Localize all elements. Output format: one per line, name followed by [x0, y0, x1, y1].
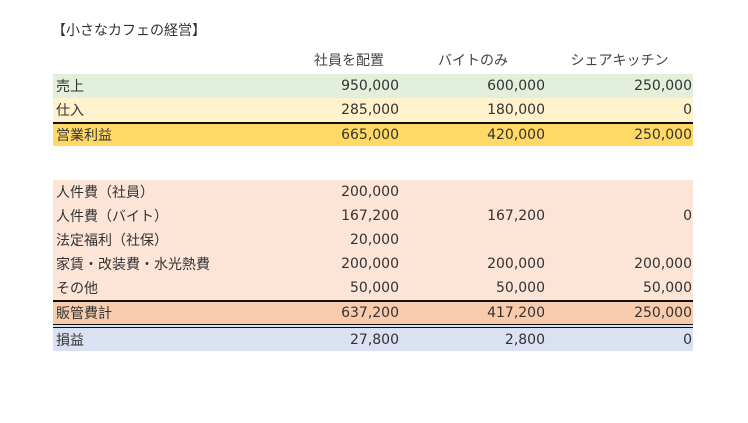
- row-label: 仕入: [56, 103, 84, 119]
- row-label: その他: [56, 281, 98, 297]
- row-label: 販管費計: [56, 306, 112, 322]
- row-sales: 売上 950,000 600,000 250,000: [53, 74, 693, 98]
- cell-value: 637,200: [341, 305, 399, 321]
- cell-value: 0: [683, 208, 692, 224]
- cell-value: 285,000: [341, 102, 399, 118]
- row-label: 人件費（バイト）: [56, 209, 168, 225]
- row-rent-utilities: 家賃・改装費・水光熱費 200,000 200,000 200,000: [53, 252, 693, 276]
- cell-value: 180,000: [487, 102, 545, 118]
- cell-value: 50,000: [496, 280, 545, 296]
- cell-value: 417,200: [487, 305, 545, 321]
- row-purchase: 仕入 285,000 180,000 0: [53, 98, 693, 122]
- row-label: 売上: [56, 79, 84, 95]
- cell-value: 250,000: [634, 305, 692, 321]
- cell-value: 167,200: [341, 208, 399, 224]
- cell-value: 200,000: [341, 256, 399, 272]
- cell-value: 200,000: [634, 256, 692, 272]
- row-profit-loss: 損益 27,800 2,800 0: [53, 324, 693, 351]
- row-labor-parttime: 人件費（バイト） 167,200 167,200 0: [53, 204, 693, 228]
- header-cell-sharekitchen: シェアキッチン: [570, 53, 669, 69]
- row-sga-total: 販管費計 637,200 417,200 250,000: [53, 300, 693, 324]
- row-label: 人件費（社員）: [56, 185, 154, 201]
- header-cell-parttime: バイトのみ: [438, 53, 508, 69]
- cell-value: 0: [683, 331, 692, 348]
- cell-value: 420,000: [487, 127, 545, 143]
- cell-value: 950,000: [341, 78, 399, 94]
- row-label: 損益: [56, 332, 84, 349]
- sheet-title: 【小さなカフェの経営】: [52, 23, 206, 39]
- cell-value: 167,200: [487, 208, 545, 224]
- cell-value: 50,000: [643, 280, 692, 296]
- pl-table: 社員を配置 バイトのみ シェアキッチン 売上 950,000 600,000 2…: [53, 46, 693, 351]
- cell-value: 200,000: [341, 184, 399, 200]
- row-operating-profit: 営業利益 665,000 420,000 250,000: [53, 122, 693, 146]
- cell-value: 2,800: [504, 331, 545, 348]
- header-row: 社員を配置 バイトのみ シェアキッチン: [53, 46, 693, 74]
- cell-value: 600,000: [487, 78, 545, 94]
- blank-row: [53, 146, 693, 180]
- row-label: 法定福利（社保）: [56, 233, 168, 249]
- row-label: 家賃・改装費・水光熱費: [56, 257, 210, 273]
- row-social-insurance: 法定福利（社保） 20,000: [53, 228, 693, 252]
- row-other: その他 50,000 50,000 50,000: [53, 276, 693, 300]
- cell-value: 250,000: [634, 78, 692, 94]
- row-label: 営業利益: [56, 128, 112, 144]
- cell-value: 665,000: [341, 127, 399, 143]
- cell-value: 200,000: [487, 256, 545, 272]
- cell-value: 0: [683, 102, 692, 118]
- cell-value: 250,000: [634, 127, 692, 143]
- header-cell-staff: 社員を配置: [314, 53, 384, 69]
- cell-value: 20,000: [350, 232, 399, 248]
- row-labor-staff: 人件費（社員） 200,000: [53, 180, 693, 204]
- cell-value: 50,000: [350, 280, 399, 296]
- cell-value: 27,800: [350, 331, 399, 348]
